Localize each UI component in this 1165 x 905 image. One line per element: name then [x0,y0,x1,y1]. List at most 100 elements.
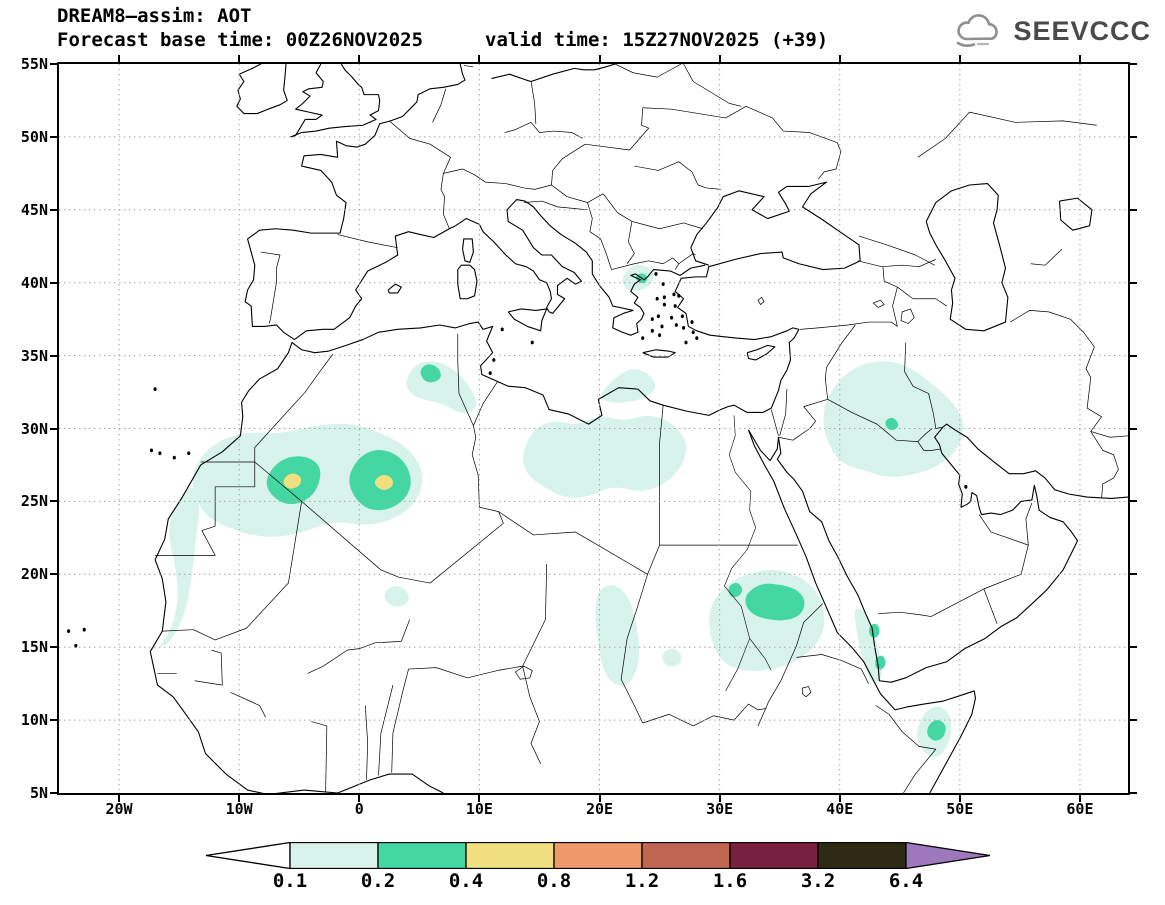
island-dot [691,330,695,335]
coastline [525,201,705,335]
island-dot [82,627,86,632]
island-dot [650,328,654,333]
colorbar-below-min-arrow [205,842,291,869]
country-border [883,267,897,287]
colorbar-level-label: 0.4 [448,870,484,892]
coastline [747,345,775,360]
lon-tick-mark [958,795,961,802]
lat-tick-mark-right [1130,427,1137,430]
coastline [643,350,675,357]
island-dot [492,358,496,362]
island-dot [655,296,659,301]
country-border [195,681,223,685]
coastline [748,430,975,793]
lake-outline [901,309,914,324]
lon-tick-mark [118,795,121,802]
river-line [726,638,750,690]
coastline [458,265,477,299]
map-canvas [67,64,1128,793]
country-border [1031,249,1062,265]
country-border [531,81,536,123]
country-border [684,64,742,106]
country-border [778,399,827,440]
lat-tick-mark [50,354,57,357]
country-border [378,685,392,775]
country-border [255,462,302,501]
lon-tick-mark-top [598,55,601,62]
colorbar-segment [817,842,907,869]
island-dot [488,371,492,375]
country-border [1091,431,1128,437]
country-border [524,201,588,210]
colorbar-level-label: 1.2 [624,870,660,892]
country-border [551,185,603,202]
island-dot [149,448,154,453]
country-border [660,405,664,545]
lat-tick-label: 25N [20,492,48,511]
lon-tick-mark [718,795,721,802]
lake-outline [758,297,764,304]
country-border [308,619,410,673]
lat-tick-label: 10N [20,711,48,730]
lat-tick-label: 5N [29,784,48,802]
aot-contour-level-1 [160,487,200,647]
coastline [455,200,581,314]
lon-tick-label: 50E [946,800,974,818]
lat-tick-mark [50,135,57,138]
country-border [858,259,936,266]
country-border [643,704,767,726]
country-border [758,603,823,725]
country-border [796,654,868,683]
lon-tick-mark-top [358,55,361,62]
coastline [777,424,1128,682]
lon-tick-mark-top [1078,55,1081,62]
lon-tick-label: 10W [225,800,253,818]
lat-tick-mark-right [1130,281,1137,284]
country-border [1026,503,1032,545]
island-dot [172,455,176,460]
coastline [491,64,615,81]
country-border [918,429,932,442]
lat-tick-label: 40N [20,273,48,292]
plot-subtitle: Forecast base time: 00Z26NOV2025 valid t… [57,29,828,51]
country-border [499,512,660,575]
country-border [505,122,583,138]
colorbar-segment [729,842,819,869]
aot-colorbar [205,842,991,869]
country-border [828,399,941,450]
lat-tick-mark-right [1130,354,1137,357]
island-dot [684,340,688,345]
island-dot [74,643,78,648]
country-border [979,515,1028,589]
lon-tick-mark-top [238,55,241,62]
colorbar-level-label: 0.2 [360,870,396,892]
country-border [673,258,679,270]
country-border [155,462,255,555]
lon-tick-label: 30E [706,800,734,818]
aot-contour-level-2 [420,364,441,383]
country-border [825,325,855,399]
country-border [918,112,1097,157]
island-dot [662,302,666,307]
aot-contour-level-1 [601,369,656,403]
country-border [587,203,611,270]
lon-tick-mark [238,795,241,802]
aot-contour-level-2 [885,417,899,431]
lon-tick-mark [1078,795,1081,802]
island-dot [158,451,162,456]
island-dot [662,295,666,300]
lat-tick-mark-right [1130,208,1137,211]
country-border [643,106,784,131]
country-border [859,236,935,265]
country-border [464,65,474,66]
island-dot [670,315,674,320]
island-dot [500,327,504,332]
island-dot [673,304,677,308]
country-border [441,173,449,228]
lon-tick-mark [358,795,361,802]
aot-contour-level-1 [595,585,640,686]
coastline [388,284,401,293]
country-border [338,235,398,248]
seevccc-logo: SEEVCCC [952,13,1151,49]
country-border [389,121,450,173]
